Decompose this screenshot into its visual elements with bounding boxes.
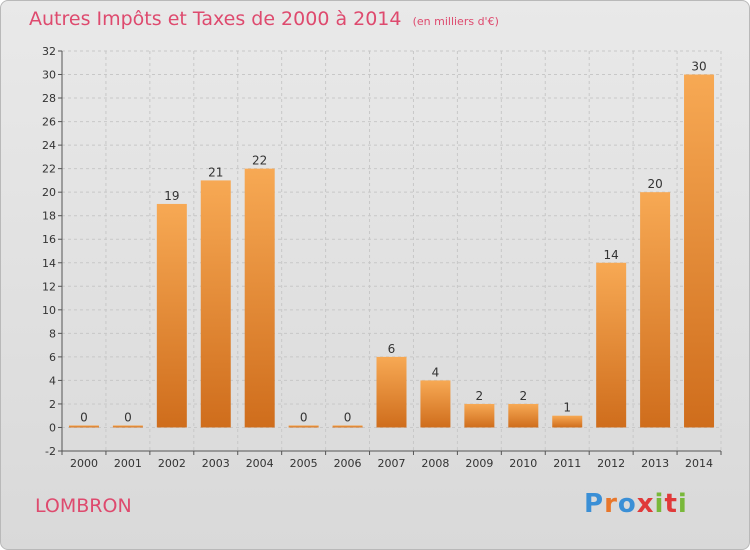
y-tick-label: 24 (42, 139, 56, 152)
bar (156, 203, 187, 428)
y-tick-label: 28 (42, 92, 56, 105)
x-tick-label: 2013 (641, 457, 669, 470)
y-tick-label: 4 (49, 374, 56, 387)
commune-name: LOMBRON (35, 495, 132, 517)
proxiti-logo[interactable]: Proxiti (584, 489, 688, 519)
y-tick-label: 8 (49, 327, 56, 340)
x-tick-label: 2005 (290, 457, 318, 470)
bar-value-label: 20 (647, 177, 662, 191)
x-tick-label: 2007 (378, 457, 406, 470)
x-tick-label: 2004 (246, 457, 274, 470)
y-tick-label: 18 (42, 210, 56, 223)
bar-value-label: 2 (476, 389, 484, 403)
bar (332, 425, 363, 428)
logo-letter: P (584, 489, 605, 519)
x-tick-label: 2002 (158, 457, 186, 470)
logo-letter: r (604, 489, 618, 519)
logo-letter: i (677, 489, 688, 519)
bar (288, 425, 319, 428)
bar (596, 262, 627, 428)
bar (640, 192, 671, 428)
bar (200, 180, 231, 428)
y-tick-label: -2 (45, 445, 56, 458)
y-tick-label: 12 (42, 280, 56, 293)
bar (420, 380, 451, 428)
logo-letter: o (617, 489, 637, 519)
bar-value-label: 19 (164, 189, 179, 203)
y-tick-label: 30 (42, 69, 56, 82)
logo-letter: i (654, 489, 665, 519)
logo-letter: x (636, 489, 655, 519)
x-tick-label: 2003 (202, 457, 230, 470)
chart-title-main: Autres Impôts et Taxes de 2000 à 2014 (29, 8, 402, 30)
x-tick-label: 2010 (509, 457, 537, 470)
bar (244, 168, 275, 428)
bar-value-label: 0 (80, 410, 88, 424)
bar-value-label: 0 (124, 410, 132, 424)
x-tick-label: 2009 (465, 457, 493, 470)
bar-value-label: 30 (691, 60, 706, 74)
bar (508, 403, 539, 428)
y-tick-label: 2 (49, 398, 56, 411)
bar-value-label: 1 (563, 401, 571, 415)
y-tick-label: 14 (42, 257, 56, 270)
chart-title: Autres Impôts et Taxes de 2000 à 2014 (e… (29, 8, 499, 30)
bar (68, 425, 99, 428)
y-tick-label: 6 (49, 351, 56, 364)
bar (464, 403, 495, 428)
bar-value-label: 22 (252, 154, 267, 168)
y-tick-label: 0 (49, 421, 56, 434)
y-tick-label: 32 (42, 45, 56, 58)
y-tick-label: 26 (42, 116, 56, 129)
logo-letter: t (664, 489, 678, 519)
x-tick-label: 2012 (597, 457, 625, 470)
x-tick-label: 2001 (114, 457, 142, 470)
x-tick-label: 2006 (334, 457, 362, 470)
x-tick-label: 2000 (70, 457, 98, 470)
y-tick-label: 20 (42, 186, 56, 199)
y-tick-label: 10 (42, 304, 56, 317)
bar-value-label: 21 (208, 165, 223, 179)
bar (376, 356, 407, 428)
bar (112, 425, 143, 428)
x-tick-label: 2011 (553, 457, 581, 470)
bar-value-label: 0 (344, 410, 352, 424)
bar (552, 415, 583, 428)
bars (68, 74, 715, 428)
bar-value-label: 2 (519, 389, 527, 403)
bar-value-label: 6 (388, 342, 396, 356)
x-tick-label: 2008 (421, 457, 449, 470)
x-tick-label: 2014 (685, 457, 713, 470)
bar-value-label: 4 (432, 365, 440, 379)
labels: -202468101214161820222426283032020000200… (42, 45, 713, 470)
axes (58, 50, 722, 455)
y-tick-label: 16 (42, 233, 56, 246)
bar-value-label: 0 (300, 410, 308, 424)
chart-title-unit: (en milliers d'€) (412, 15, 499, 28)
y-tick-label: 22 (42, 163, 56, 176)
bar (684, 74, 715, 428)
bar-value-label: 14 (604, 248, 619, 262)
